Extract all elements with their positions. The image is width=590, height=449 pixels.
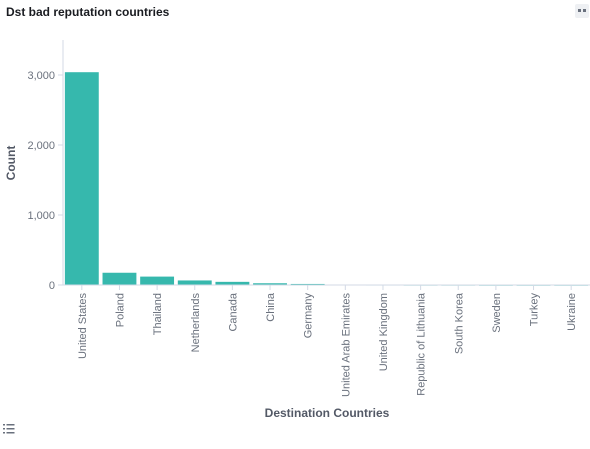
- x-tick-label: Canada: [227, 292, 239, 331]
- x-axis-label: Destination Countries: [265, 406, 390, 420]
- x-tick-label: Sweden: [491, 293, 503, 333]
- x-tick-label: United Kingdom: [378, 293, 390, 371]
- bar-united-states[interactable]: [64, 72, 99, 285]
- bar-chart: Count Destination Countries 0 1,000 2,000 3…: [4, 40, 590, 420]
- legend-toggle-icon[interactable]: [3, 422, 15, 434]
- x-tick-label: Poland: [114, 293, 126, 327]
- x-tick-label: Republic of Lithuania: [416, 292, 428, 396]
- x-tick-label: Germany: [303, 293, 315, 339]
- bar-canada[interactable]: [215, 281, 250, 285]
- x-tick-label: Netherlands: [190, 293, 202, 353]
- x-tick-label: Thailand: [152, 293, 164, 335]
- bar-thailand[interactable]: [140, 276, 175, 285]
- bar-germany[interactable]: [290, 283, 325, 285]
- x-tick-label: China: [265, 292, 277, 322]
- x-tick-label: Turkey: [529, 293, 541, 327]
- y-axis-label: Count: [4, 146, 18, 181]
- x-tick-label: Ukraine: [566, 293, 578, 331]
- y-tick-label: 1,000: [27, 210, 55, 222]
- y-tick-label: 0: [49, 280, 55, 292]
- options-icon[interactable]: [575, 4, 589, 18]
- x-tick-label: South Korea: [453, 292, 465, 354]
- bar-poland[interactable]: [102, 272, 137, 285]
- panel-title: Dst bad reputation countries: [6, 5, 170, 19]
- bar-china[interactable]: [253, 283, 287, 285]
- y-tick-label: 3,000: [27, 70, 55, 82]
- y-tick-label: 2,000: [27, 140, 55, 152]
- bar-netherlands[interactable]: [177, 280, 212, 285]
- x-tick-label: United Arab Emirates: [340, 293, 352, 397]
- x-tick-label: United States: [77, 293, 89, 360]
